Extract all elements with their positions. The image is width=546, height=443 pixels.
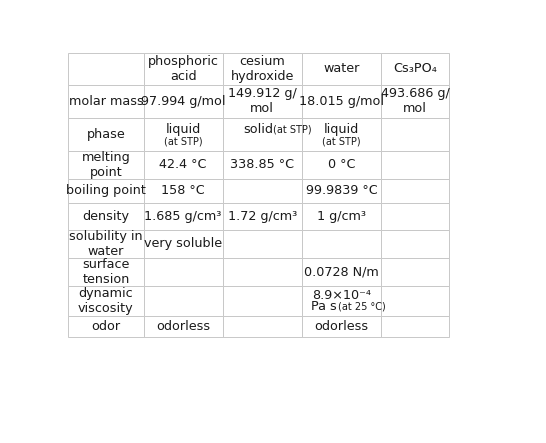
Bar xyxy=(302,286,381,316)
Text: density: density xyxy=(82,210,129,223)
Bar xyxy=(144,151,223,179)
Bar xyxy=(381,118,449,151)
Bar xyxy=(302,179,381,203)
Text: (at STP): (at STP) xyxy=(164,136,203,147)
Bar xyxy=(381,53,449,85)
Bar xyxy=(302,203,381,230)
Text: boiling point: boiling point xyxy=(66,184,146,198)
Bar xyxy=(68,203,144,230)
Bar xyxy=(144,118,223,151)
Bar xyxy=(302,230,381,258)
Bar xyxy=(223,53,302,85)
Bar xyxy=(223,118,302,151)
Bar xyxy=(144,286,223,316)
Bar xyxy=(223,203,302,230)
Text: 158 °C: 158 °C xyxy=(161,184,205,198)
Text: 1 g/cm³: 1 g/cm³ xyxy=(317,210,366,223)
Bar xyxy=(68,286,144,316)
Text: 493.686 g/
mol: 493.686 g/ mol xyxy=(381,87,449,115)
Text: 0.0728 N/m: 0.0728 N/m xyxy=(304,265,379,278)
Bar xyxy=(144,316,223,337)
Text: cesium
hydroxide: cesium hydroxide xyxy=(230,55,294,83)
Text: Pa s: Pa s xyxy=(311,300,336,313)
Bar xyxy=(68,85,144,118)
Text: odorless: odorless xyxy=(156,320,210,333)
Text: odor: odor xyxy=(91,320,121,333)
Bar xyxy=(68,118,144,151)
Bar xyxy=(223,258,302,286)
Bar xyxy=(68,258,144,286)
Text: (at STP): (at STP) xyxy=(322,136,361,147)
Text: 1.685 g/cm³: 1.685 g/cm³ xyxy=(145,210,222,223)
Text: 0 °C: 0 °C xyxy=(328,158,355,171)
Bar xyxy=(381,203,449,230)
Bar xyxy=(381,316,449,337)
Bar xyxy=(144,258,223,286)
Text: molar mass: molar mass xyxy=(69,95,143,108)
Bar xyxy=(381,179,449,203)
Bar xyxy=(68,179,144,203)
Bar xyxy=(381,258,449,286)
Bar xyxy=(302,85,381,118)
Text: 18.015 g/mol: 18.015 g/mol xyxy=(299,95,384,108)
Text: 338.85 °C: 338.85 °C xyxy=(230,158,294,171)
Text: very soluble: very soluble xyxy=(144,237,222,250)
Bar xyxy=(144,85,223,118)
Bar xyxy=(144,230,223,258)
Bar xyxy=(302,151,381,179)
Text: liquid: liquid xyxy=(165,123,201,136)
Text: (at STP): (at STP) xyxy=(273,125,311,135)
Bar xyxy=(381,230,449,258)
Bar xyxy=(223,230,302,258)
Text: surface
tension: surface tension xyxy=(82,258,129,286)
Bar xyxy=(144,53,223,85)
Bar xyxy=(68,230,144,258)
Bar xyxy=(381,151,449,179)
Text: water: water xyxy=(323,62,360,75)
Bar xyxy=(144,179,223,203)
Text: solubility in
water: solubility in water xyxy=(69,230,143,258)
Text: Cs₃PO₄: Cs₃PO₄ xyxy=(393,62,437,75)
Text: phosphoric
acid: phosphoric acid xyxy=(148,55,218,83)
Bar xyxy=(223,179,302,203)
Bar xyxy=(381,85,449,118)
Bar xyxy=(144,203,223,230)
Text: dynamic
viscosity: dynamic viscosity xyxy=(78,287,134,315)
Text: phase: phase xyxy=(86,128,125,141)
Text: odorless: odorless xyxy=(314,320,369,333)
Text: 8.9×10⁻⁴: 8.9×10⁻⁴ xyxy=(312,289,371,302)
Bar xyxy=(68,53,144,85)
Text: 42.4 °C: 42.4 °C xyxy=(159,158,207,171)
Text: (at 25 °C): (at 25 °C) xyxy=(338,301,386,311)
Text: 149.912 g/
mol: 149.912 g/ mol xyxy=(228,87,296,115)
Text: 1.72 g/cm³: 1.72 g/cm³ xyxy=(228,210,297,223)
Text: 99.9839 °C: 99.9839 °C xyxy=(306,184,377,198)
Bar xyxy=(302,258,381,286)
Bar xyxy=(302,316,381,337)
Bar xyxy=(223,316,302,337)
Bar xyxy=(302,53,381,85)
Text: solid: solid xyxy=(243,123,273,136)
Text: 97.994 g/mol: 97.994 g/mol xyxy=(141,95,225,108)
Bar xyxy=(68,316,144,337)
Bar xyxy=(381,286,449,316)
Text: melting
point: melting point xyxy=(81,151,130,179)
Bar xyxy=(223,151,302,179)
Bar xyxy=(223,286,302,316)
Text: liquid: liquid xyxy=(324,123,359,136)
Bar xyxy=(223,85,302,118)
Bar xyxy=(302,118,381,151)
Bar xyxy=(68,151,144,179)
